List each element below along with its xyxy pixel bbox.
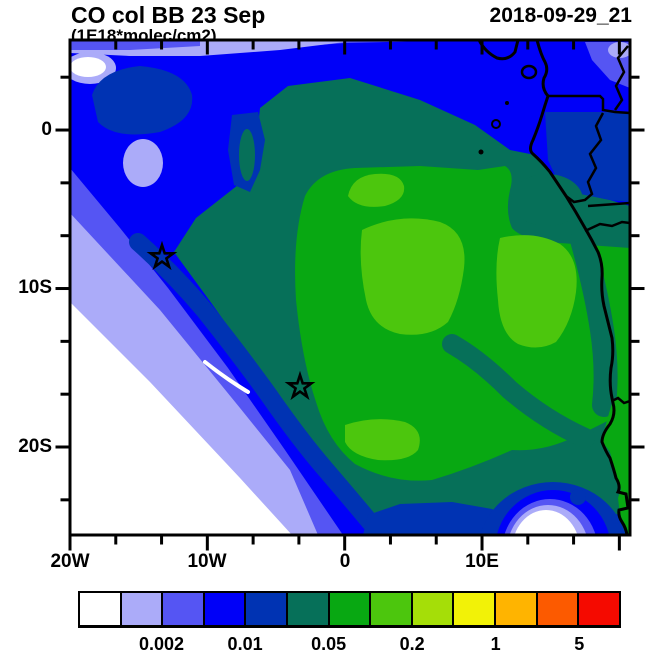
colorbar-cell xyxy=(454,593,497,625)
colorbar-cell xyxy=(121,593,164,625)
colorbar-label: 1 xyxy=(490,634,501,654)
colorbar-cell xyxy=(579,593,619,625)
island-dot xyxy=(505,101,509,105)
border-gabon-congo xyxy=(565,112,605,204)
white-streak xyxy=(203,360,250,394)
colorbar-cell xyxy=(80,593,122,625)
navy-coastal-ribbon xyxy=(129,233,379,531)
colorbar-label: 0.01 xyxy=(227,634,263,654)
top-strip-periwinkle xyxy=(70,40,200,50)
teal-swirl xyxy=(442,334,595,448)
navy-bottom-band xyxy=(363,502,521,535)
colorbar-cell xyxy=(329,593,372,625)
colorbar-label: 0.002 xyxy=(138,634,185,654)
y-tick-label-20s: 20S xyxy=(18,436,52,457)
border-angola-namibia xyxy=(611,396,630,405)
teal-bulge xyxy=(511,174,583,226)
colorbar-label: 0.2 xyxy=(399,634,425,654)
border-cabinda xyxy=(584,220,630,233)
colorbar-cell xyxy=(496,593,538,625)
colorbar-label: 5 xyxy=(574,634,585,654)
light-green-core-2 xyxy=(360,218,465,335)
pocket-white-core xyxy=(514,510,578,535)
colorbar-cell xyxy=(288,593,330,625)
x-tick-label-0: 0 xyxy=(339,551,351,572)
map-border xyxy=(68,38,632,537)
colorbar-cell xyxy=(537,593,580,625)
island-sao-tome xyxy=(478,149,484,155)
star-marker-ascension xyxy=(146,240,178,271)
nw-navy-patch xyxy=(92,66,193,135)
coastal-teal-strip xyxy=(570,228,618,417)
plot-datestamp: 2018-09-29_21 xyxy=(489,4,632,27)
light-green-core-1 xyxy=(348,173,405,207)
top-left-white-blob xyxy=(70,57,106,77)
plot-title: CO col BB 23 Sep xyxy=(71,2,266,28)
coastline-main xyxy=(529,40,630,535)
colorbar-label: 0.05 xyxy=(311,634,347,654)
pocket-navy-spot xyxy=(570,489,586,505)
x-tick-label-20w: 20W xyxy=(50,551,90,572)
colorbar-cell xyxy=(412,593,455,625)
colorbar xyxy=(78,591,621,628)
island-bioko xyxy=(520,64,538,80)
y-tick-label-0: 0 xyxy=(41,119,52,140)
colorbar-cell xyxy=(204,593,247,625)
nw-teal-sliver xyxy=(239,129,255,181)
star-marker-st-helena xyxy=(284,370,316,401)
border-congo-north xyxy=(587,201,630,208)
x-tick-label-10w: 10W xyxy=(187,551,227,572)
light-green-core-4 xyxy=(345,419,420,461)
y-tick-label-10s: 10S xyxy=(18,277,52,298)
island-principe xyxy=(491,119,501,129)
colorbar-cell xyxy=(246,593,289,625)
x-tick-label-10e: 10E xyxy=(465,551,499,572)
border-ne-corner xyxy=(613,45,629,111)
colorbar-labels: 0.002 0.01 0.05 0.2 1 5 xyxy=(78,634,621,658)
border-equatorial-guinea xyxy=(548,94,630,115)
map-canvas xyxy=(70,40,630,535)
nw-lavender-blob xyxy=(123,139,163,187)
land-green-strip xyxy=(602,398,630,535)
light-green-core-3 xyxy=(496,235,577,348)
colorbar-cell xyxy=(371,593,413,625)
colorbar-cell xyxy=(163,593,205,625)
